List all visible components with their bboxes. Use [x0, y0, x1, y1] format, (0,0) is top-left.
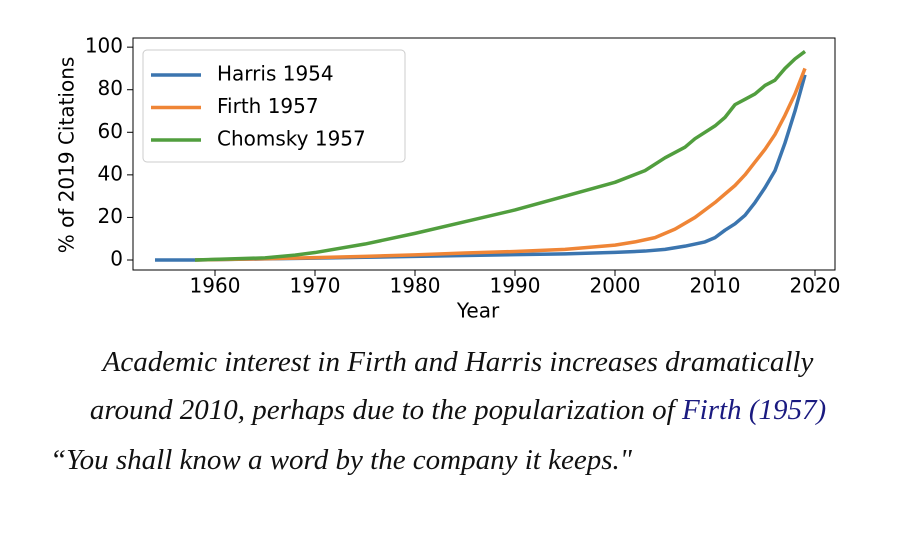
plot-frame: [132, 37, 836, 271]
legend: Harris 1954 Firth 1957 Chomsky 1957: [142, 49, 406, 163]
x-tick-label: 2000: [590, 274, 641, 298]
series-line: [194, 50, 807, 262]
x-tick-label: 1970: [290, 274, 341, 298]
y-tick-label: 80: [98, 76, 123, 100]
x-tick-label: 1980: [390, 274, 441, 298]
legend-frame: [142, 49, 406, 163]
legend-label: Firth 1957: [217, 94, 319, 118]
caption-line: around 2010, perhaps due to the populari…: [0, 394, 916, 427]
legend-label: Chomsky 1957: [217, 127, 366, 151]
series-line: [194, 67, 807, 262]
y-tick-label: 60: [98, 119, 123, 143]
caption-quote: “You shall know a word by the company it…: [50, 444, 632, 476]
y-axis-label: % of 2019 Citations: [55, 57, 79, 254]
y-tick-label: 40: [98, 161, 123, 185]
citation-author[interactable]: Firth: [681, 394, 742, 426]
x-tick-label: 2020: [790, 274, 841, 298]
x-axis-label: Year: [456, 299, 500, 323]
caption-line: Academic interest in Firth and Harris in…: [102, 346, 814, 378]
y-tick-label: 20: [98, 204, 123, 228]
caption-text: around 2010, perhaps due to the populari…: [89, 394, 675, 426]
y-tick-label: 100: [85, 34, 123, 58]
legend-label: Harris 1954: [217, 62, 334, 86]
x-tick-label: 1960: [190, 274, 241, 298]
x-tick-label: 1990: [490, 274, 541, 298]
x-tick-label: 2010: [690, 274, 741, 298]
chart: Year % of 2019 Citations 1960 1970 1980 199…: [55, 34, 841, 323]
y-tick-label: 0: [110, 246, 123, 270]
citation-year[interactable]: (1957): [748, 394, 827, 426]
